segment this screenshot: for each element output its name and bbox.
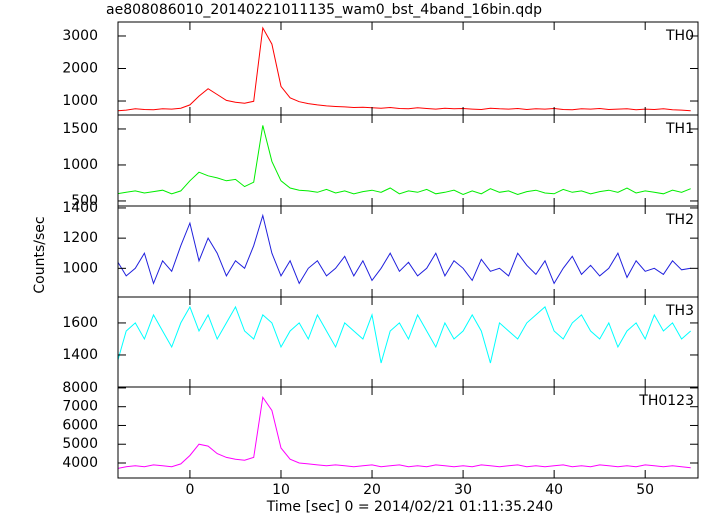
x-tick-label: 10 [272,482,290,498]
panel-frame [117,21,699,116]
y-tick-label: 1400 [62,200,98,216]
x-tick-label: 0 [185,482,194,498]
panel-label: TH2 [665,212,694,228]
y-tick-label: 2000 [62,61,98,77]
line [118,125,691,196]
panel-label: TH0 [665,28,694,44]
panel-label: TH3 [665,303,694,319]
x-tick-label: 20 [363,482,381,498]
y-tick-label: 500 [71,193,98,209]
x-tick-label: 40 [545,482,563,498]
panel-frame [117,114,699,207]
y-axis-label: Counts/sec [32,216,48,293]
line [118,26,691,112]
y-tick-label: 1600 [62,315,98,331]
y-tick-label: 7000 [62,399,98,415]
y-tick-label: 3000 [62,28,98,44]
x-tick-label: 50 [636,482,654,498]
chart-title: ae808086010_20140221011135_wam0_bst_4ban… [106,2,542,18]
panel-frame [117,296,699,388]
y-tick-label: 1400 [62,347,98,363]
y-tick-label: 1000 [62,93,98,109]
series [118,125,691,196]
panel-label: TH0123 [638,393,694,409]
y-tick-label: 8000 [62,380,98,396]
line [118,395,691,469]
x-tick-label: 30 [454,482,472,498]
y-tick-label: 1000 [62,260,98,276]
y-tick-label: 1200 [62,230,98,246]
line [118,305,692,364]
panel-frame [117,386,699,479]
y-tick-label: 6000 [62,417,98,433]
series [118,395,691,469]
panel-frame [117,205,699,298]
series [118,26,691,112]
y-tick-label: 5000 [62,436,98,452]
series [118,305,692,364]
panel-label: TH1 [665,121,694,137]
line [118,213,691,285]
y-tick-label: 1500 [62,121,98,137]
x-axis-label: Time [sec] 0 = 2014/02/21 01:11:35.240 [266,499,553,515]
y-tick-label: 1000 [62,157,98,173]
series [118,213,691,285]
y-tick-label: 4000 [62,455,98,471]
